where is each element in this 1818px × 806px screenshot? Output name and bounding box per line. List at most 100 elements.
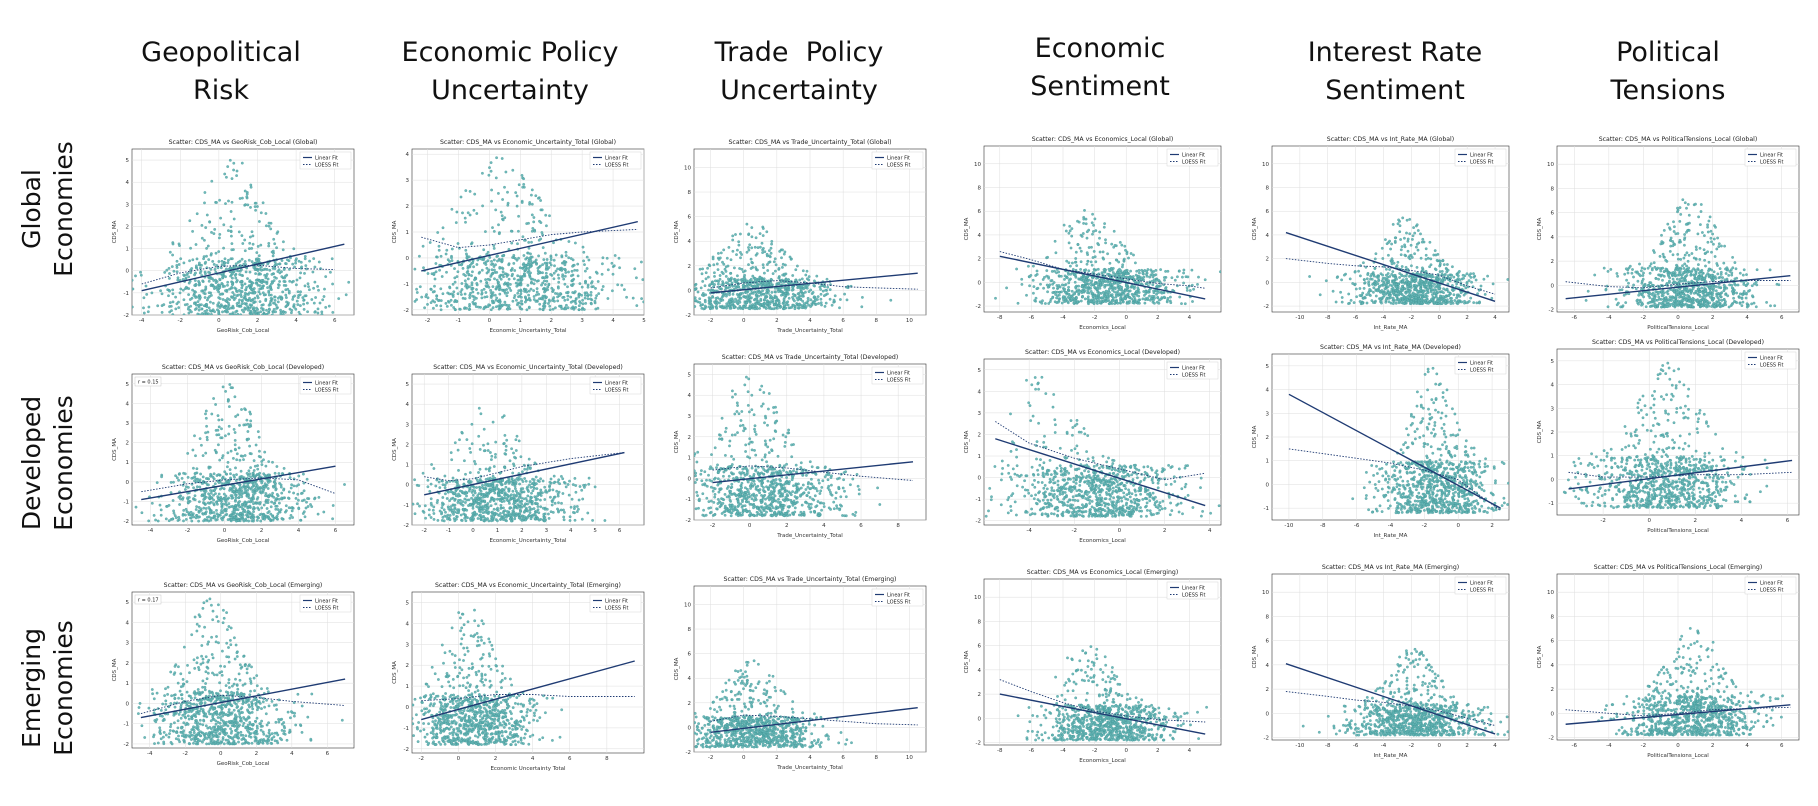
data-point [543, 290, 546, 294]
data-point [699, 286, 703, 290]
data-point [1458, 270, 1461, 273]
data-point [475, 282, 479, 285]
data-point [453, 276, 457, 280]
data-point [760, 241, 764, 245]
data-point [722, 294, 725, 298]
data-point [606, 268, 610, 272]
data-point [581, 245, 585, 249]
data-point [1045, 269, 1049, 272]
data-point [182, 298, 186, 302]
data-point [422, 266, 425, 270]
data-point [258, 220, 261, 223]
data-point [1398, 276, 1401, 279]
data-point [196, 312, 200, 315]
data-point [1400, 265, 1404, 268]
y-tick-label: 0 [406, 256, 410, 262]
data-point [754, 236, 758, 240]
data-point [1119, 294, 1123, 298]
data-point [802, 287, 806, 290]
data-point [209, 276, 213, 280]
data-point [1378, 284, 1381, 288]
data-point [1367, 282, 1370, 286]
data-point [218, 236, 221, 240]
data-point [574, 297, 578, 301]
data-point [765, 299, 769, 303]
data-point [205, 247, 208, 250]
data-point [515, 258, 519, 262]
data-point [502, 254, 505, 258]
data-point [193, 284, 197, 287]
data-point [484, 284, 488, 288]
data-point [1416, 290, 1420, 294]
data-point [1093, 217, 1097, 221]
data-point [188, 219, 192, 223]
data-point [532, 298, 536, 301]
data-point [220, 263, 224, 266]
data-point [435, 297, 439, 301]
legend-linear-label: Linear Fit [887, 156, 910, 162]
data-point [722, 248, 726, 252]
data-point [218, 277, 222, 281]
data-point [816, 295, 820, 298]
data-point [171, 300, 175, 304]
y-tick-label: 6 [978, 209, 982, 215]
data-point [1423, 283, 1427, 286]
data-point [285, 296, 288, 299]
data-point [218, 233, 222, 236]
data-point [586, 297, 590, 301]
data-point [787, 296, 791, 300]
loess-fit-line [141, 264, 335, 285]
data-point [714, 279, 717, 283]
scatter-plot-geopolitical-global: Scatter: CDS_MA vs GeoRisk_Cob_Local (Gl… [112, 139, 355, 334]
data-point [804, 305, 808, 309]
data-point [132, 278, 134, 282]
data-point [251, 281, 255, 285]
data-point [266, 277, 270, 281]
data-point [1066, 288, 1070, 292]
data-point [508, 286, 511, 290]
data-point [296, 290, 300, 294]
data-point [314, 296, 317, 299]
data-point [563, 274, 567, 278]
data-point [258, 292, 262, 296]
data-point [735, 253, 738, 256]
data-point [472, 208, 476, 212]
data-point [218, 306, 222, 309]
data-point [739, 232, 742, 236]
plot-area [983, 145, 1222, 313]
data-point [1428, 299, 1432, 303]
data-point [276, 300, 280, 304]
data-point [139, 273, 143, 277]
data-point [605, 256, 609, 260]
data-point [226, 280, 230, 284]
data-point [1070, 289, 1074, 293]
data-point [1086, 288, 1090, 292]
data-point [1365, 293, 1369, 297]
data-point [625, 295, 628, 299]
data-point [248, 241, 252, 245]
data-point [828, 288, 832, 291]
data-point [517, 183, 521, 187]
data-point [578, 282, 582, 285]
data-point [239, 313, 243, 315]
data-point [724, 270, 728, 273]
data-point [556, 273, 560, 277]
data-point [1379, 290, 1383, 294]
chart-title: Scatter: CDS_MA vs Trade_Uncertainty_Tot… [728, 139, 891, 146]
data-point [1418, 293, 1422, 297]
data-point [261, 286, 265, 290]
data-point [1114, 295, 1118, 299]
data-point [721, 260, 724, 264]
data-point [529, 259, 533, 262]
data-point [1145, 273, 1148, 276]
data-point [188, 298, 192, 301]
data-point [240, 268, 243, 271]
data-point [552, 277, 556, 281]
data-point [1098, 230, 1102, 234]
data-point [781, 248, 784, 252]
x-tick-label: 6 [1780, 315, 1784, 321]
data-point [1419, 256, 1423, 260]
data-point [1155, 284, 1159, 288]
data-point [792, 303, 795, 307]
data-point [1188, 289, 1192, 292]
